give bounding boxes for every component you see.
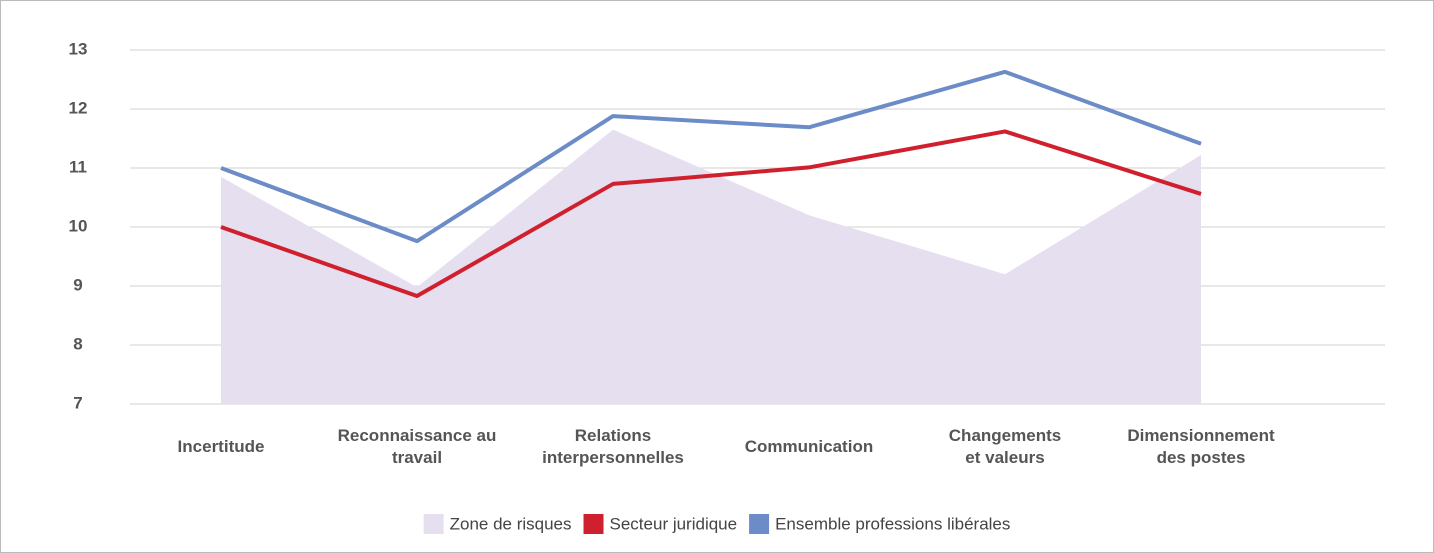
x-tick-label: Dimensionnement des postes: [1127, 426, 1275, 467]
y-tick-label: 7: [73, 393, 82, 412]
y-tick-label: 12: [69, 98, 88, 117]
legend-item: Ensemble professions libérales: [749, 514, 1010, 534]
legend-swatch: [423, 514, 444, 534]
x-tick-label: Reconnaissance au travail: [338, 426, 497, 467]
legend: Zone de risques Secteur juridique Ensemble…: [423, 514, 1010, 534]
y-tick-label: 9: [73, 275, 82, 294]
legend-label: Secteur juridique: [610, 514, 738, 533]
x-tick-label: Relations interpersonnelles: [542, 426, 684, 467]
x-tick-label: Incertitude: [178, 437, 265, 456]
legend-label: Zone de risques: [450, 514, 572, 533]
legend-item: Zone de risques: [423, 514, 572, 534]
line: [220, 129, 1202, 299]
legend-swatch: [749, 514, 770, 534]
x-tick-label: Changements et valeurs: [949, 426, 1061, 467]
line: [220, 69, 1202, 244]
y-tick-label: 11: [69, 157, 87, 176]
legend-item: Secteur juridique: [583, 514, 738, 534]
y-tick-label: 13: [69, 39, 88, 58]
y-tick-label: 10: [69, 216, 88, 235]
x-tick-label: Communication: [745, 437, 873, 456]
y-tick-label: 8: [73, 334, 82, 353]
area: [221, 129, 1201, 404]
legend-label: Ensemble professions libérales: [775, 514, 1010, 533]
legend-swatch: [583, 514, 604, 534]
